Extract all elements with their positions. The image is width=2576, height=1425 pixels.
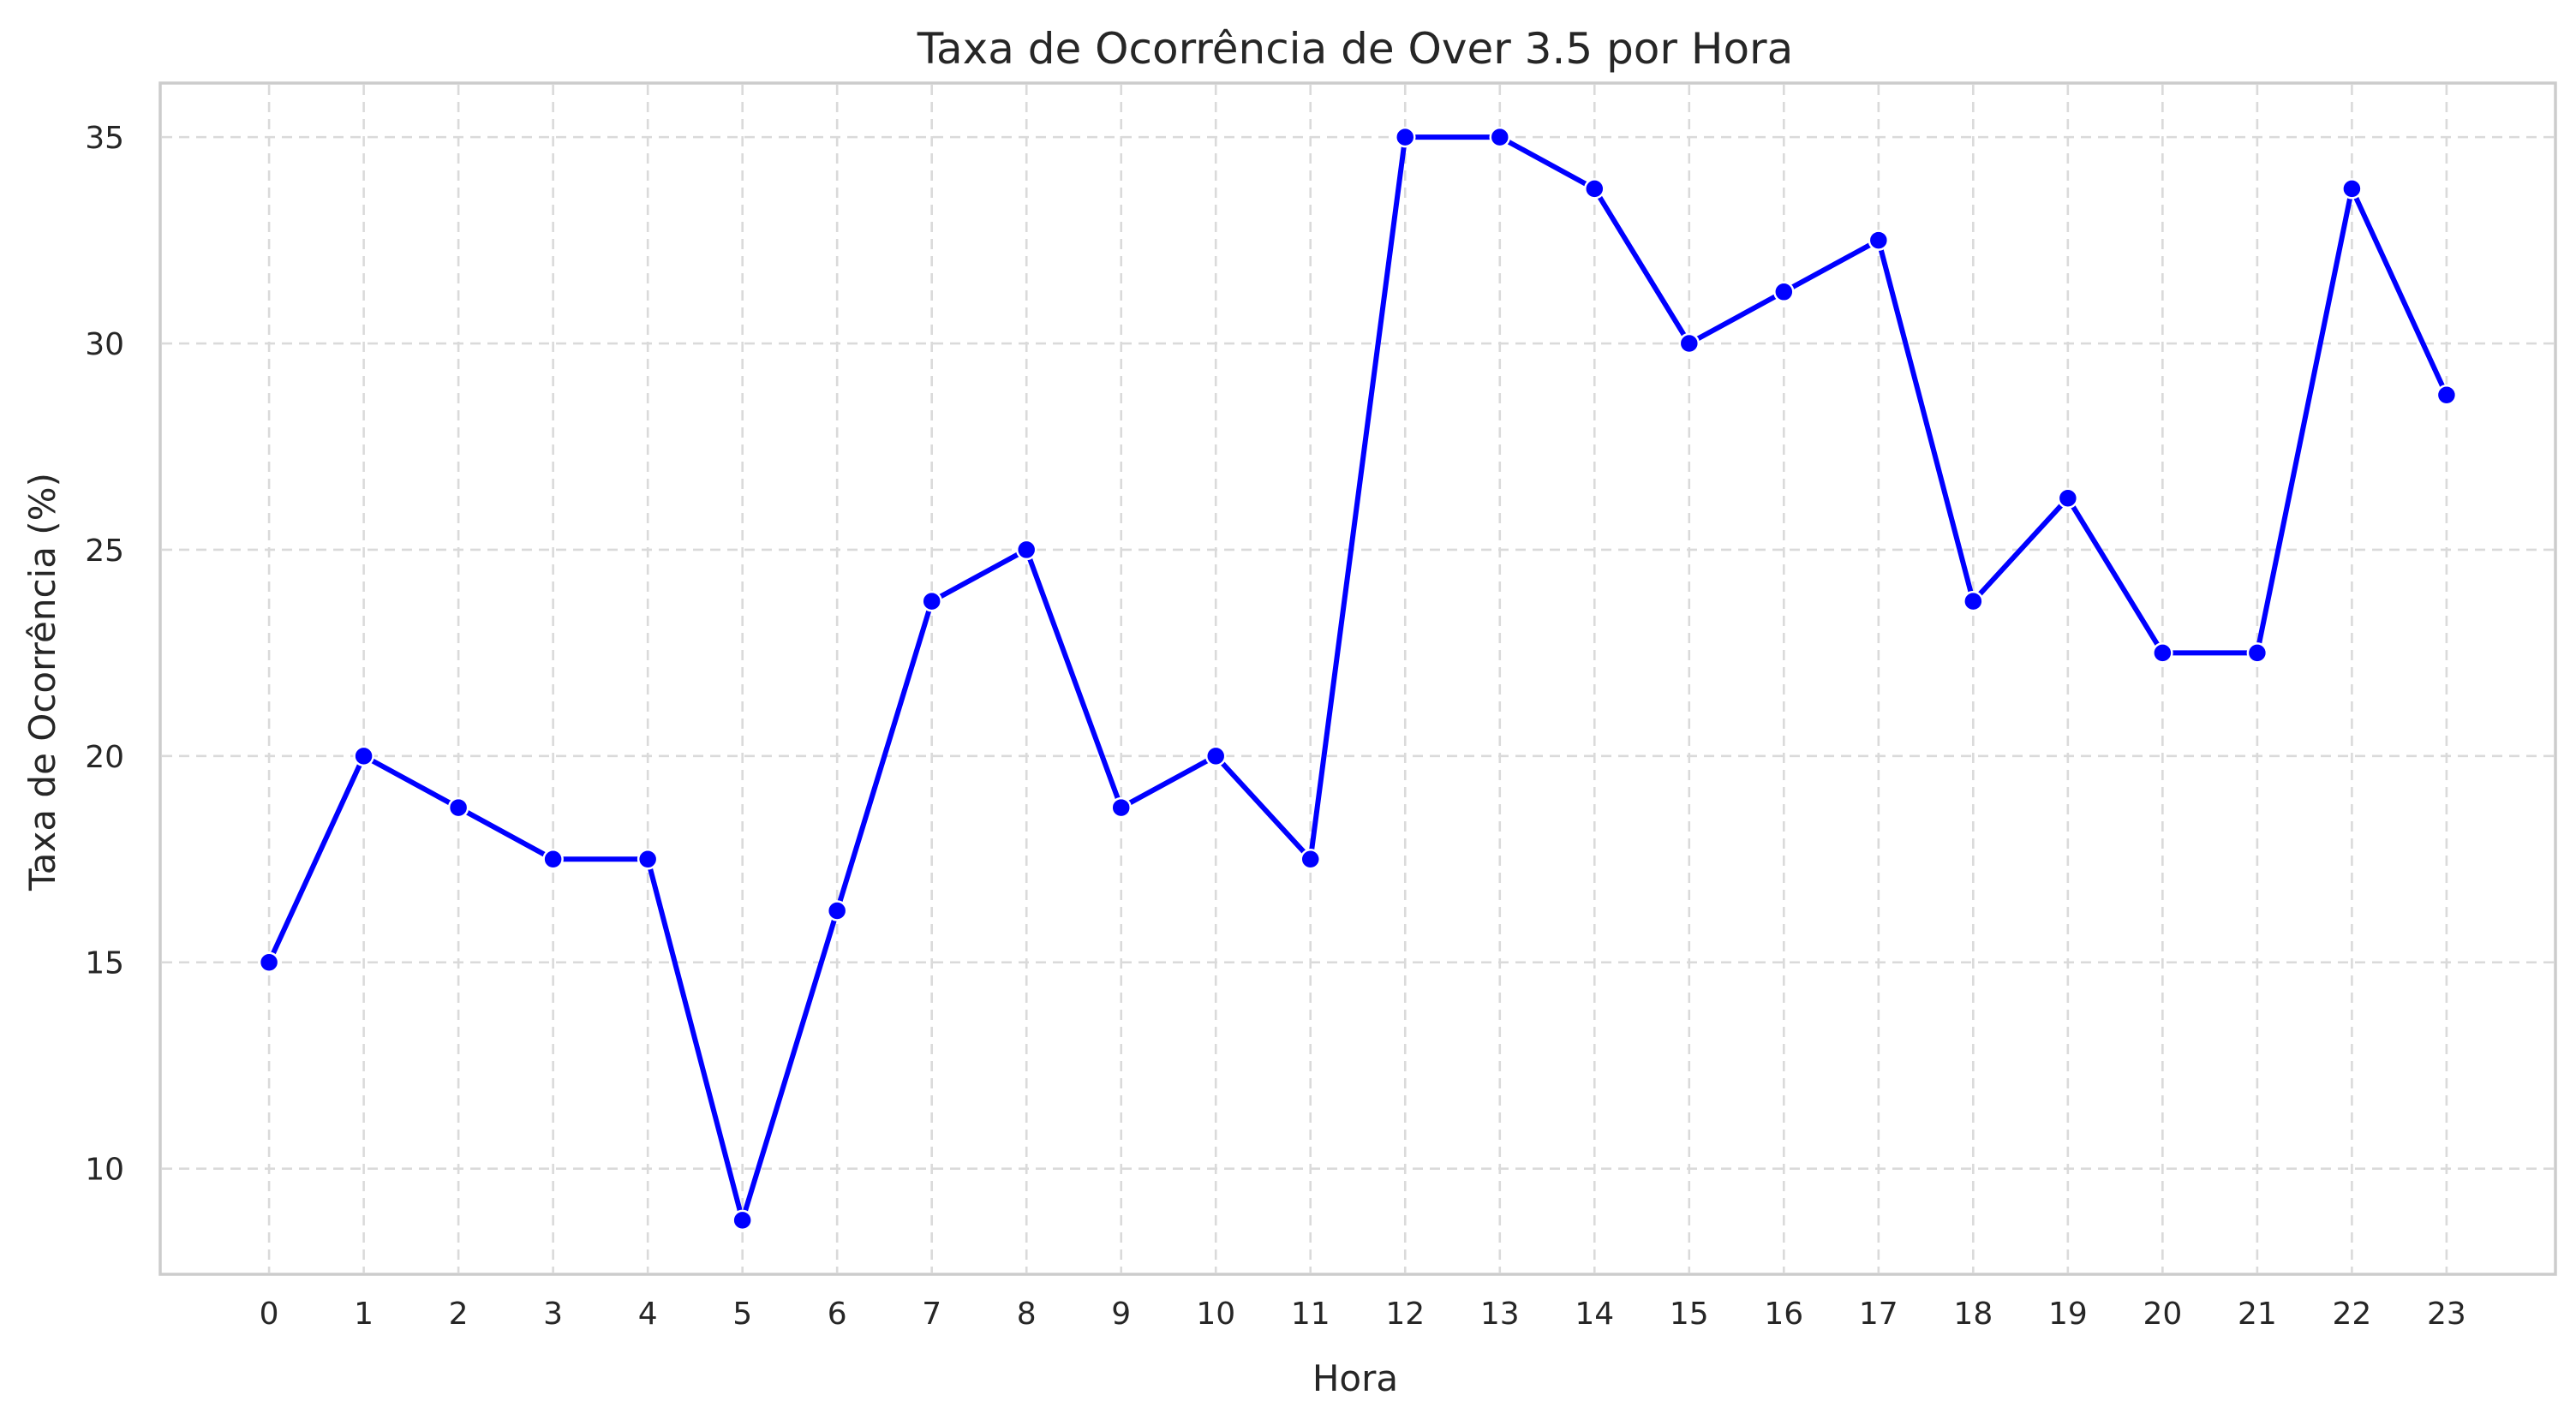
data-point (1110, 796, 1132, 819)
x-tick-label: 5 (732, 1297, 752, 1332)
data-point (353, 745, 374, 767)
data-point (1584, 178, 1605, 200)
data-point (1300, 849, 1321, 870)
data-point (1015, 539, 1037, 561)
x-tick-label: 18 (1953, 1297, 1993, 1332)
x-tick-label: 17 (1859, 1297, 1898, 1332)
x-tick-label: 9 (1111, 1297, 1131, 1332)
x-tick-label: 14 (1575, 1297, 1614, 1332)
x-tick-label: 19 (2048, 1297, 2088, 1332)
data-point (2246, 642, 2268, 664)
x-tick-label: 11 (1291, 1297, 1330, 1332)
series-line (266, 134, 2449, 1223)
data-point (1678, 332, 1700, 355)
y-axis: 10 15 20 25 30 35 (85, 121, 124, 1188)
data-point (921, 590, 942, 612)
data-point (2152, 642, 2173, 664)
chart-title: Taxa de Ocorrência de Over 3.5 por Hora (917, 24, 1794, 74)
data-point (1773, 281, 1795, 303)
data-point (542, 849, 564, 870)
y-axis-label: Taxa de Ocorrência (%) (21, 473, 63, 891)
y-tick-label: 10 (85, 1153, 124, 1188)
data-point (2057, 487, 2079, 509)
x-tick-label: 2 (449, 1297, 469, 1332)
data-point (447, 796, 469, 819)
data-point (1963, 590, 1984, 612)
x-tick-label: 22 (2332, 1297, 2371, 1332)
y-tick-label: 35 (85, 121, 124, 156)
x-tick-label: 12 (1385, 1297, 1425, 1332)
data-point (2341, 178, 2363, 200)
grid (162, 85, 2554, 1273)
x-tick-label: 13 (1480, 1297, 1520, 1332)
data-point (1204, 745, 1227, 767)
series-layer (258, 126, 2458, 1231)
x-tick-label: 0 (260, 1297, 279, 1332)
plot-area (158, 81, 2557, 1276)
data-point (258, 951, 280, 973)
y-tick-label: 20 (85, 740, 124, 775)
x-tick-label: 20 (2143, 1297, 2182, 1332)
x-tick-label: 16 (1764, 1297, 1803, 1332)
x-tick-label: 7 (922, 1297, 941, 1332)
x-tick-label: 23 (2427, 1297, 2466, 1332)
data-point (826, 900, 848, 921)
y-tick-label: 25 (85, 534, 124, 569)
data-point (732, 1209, 753, 1231)
x-axis: 0 1 2 3 4 5 6 7 8 9 10 11 12 13 14 15 16 17 18 19 20 21 22 23 (260, 1297, 2466, 1332)
x-tick-label: 6 (828, 1297, 847, 1332)
data-point (2436, 385, 2458, 406)
x-tick-label: 15 (1670, 1297, 1709, 1332)
x-tick-label: 3 (543, 1297, 563, 1332)
x-tick-label: 21 (2238, 1297, 2277, 1332)
y-tick-label: 30 (85, 327, 124, 362)
data-point (1395, 126, 1416, 148)
x-tick-label: 1 (354, 1297, 374, 1332)
y-tick-label: 15 (85, 946, 124, 981)
data-point (637, 849, 659, 870)
x-tick-label: 8 (1017, 1297, 1037, 1332)
x-tick-label: 10 (1196, 1297, 1235, 1332)
x-tick-label: 4 (638, 1297, 658, 1332)
data-point (1868, 230, 1890, 251)
x-axis-label: Hora (1312, 1357, 1398, 1399)
data-point (1489, 126, 1511, 148)
